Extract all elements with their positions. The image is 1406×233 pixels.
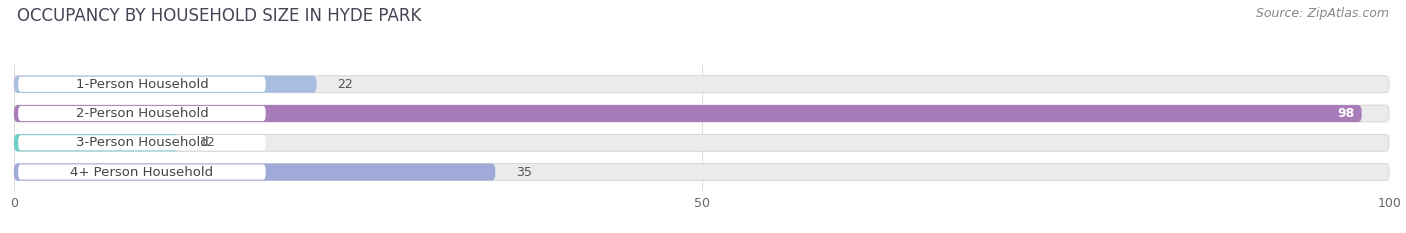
FancyBboxPatch shape <box>18 77 266 92</box>
FancyBboxPatch shape <box>14 105 1361 122</box>
Text: 3-Person Household: 3-Person Household <box>76 136 208 149</box>
Text: 98: 98 <box>1337 107 1355 120</box>
Text: 1-Person Household: 1-Person Household <box>76 78 208 91</box>
FancyBboxPatch shape <box>14 134 179 151</box>
Text: 12: 12 <box>200 136 215 149</box>
FancyBboxPatch shape <box>14 76 316 93</box>
Text: 2-Person Household: 2-Person Household <box>76 107 208 120</box>
FancyBboxPatch shape <box>14 105 1389 122</box>
FancyBboxPatch shape <box>18 106 266 121</box>
Text: 4+ Person Household: 4+ Person Household <box>70 165 214 178</box>
FancyBboxPatch shape <box>18 135 266 150</box>
FancyBboxPatch shape <box>14 76 1389 93</box>
Text: OCCUPANCY BY HOUSEHOLD SIZE IN HYDE PARK: OCCUPANCY BY HOUSEHOLD SIZE IN HYDE PARK <box>17 7 422 25</box>
Text: Source: ZipAtlas.com: Source: ZipAtlas.com <box>1256 7 1389 20</box>
FancyBboxPatch shape <box>14 134 1389 151</box>
FancyBboxPatch shape <box>18 164 266 180</box>
FancyBboxPatch shape <box>14 164 495 181</box>
FancyBboxPatch shape <box>14 164 1389 181</box>
Text: 35: 35 <box>516 165 531 178</box>
Text: 22: 22 <box>337 78 353 91</box>
